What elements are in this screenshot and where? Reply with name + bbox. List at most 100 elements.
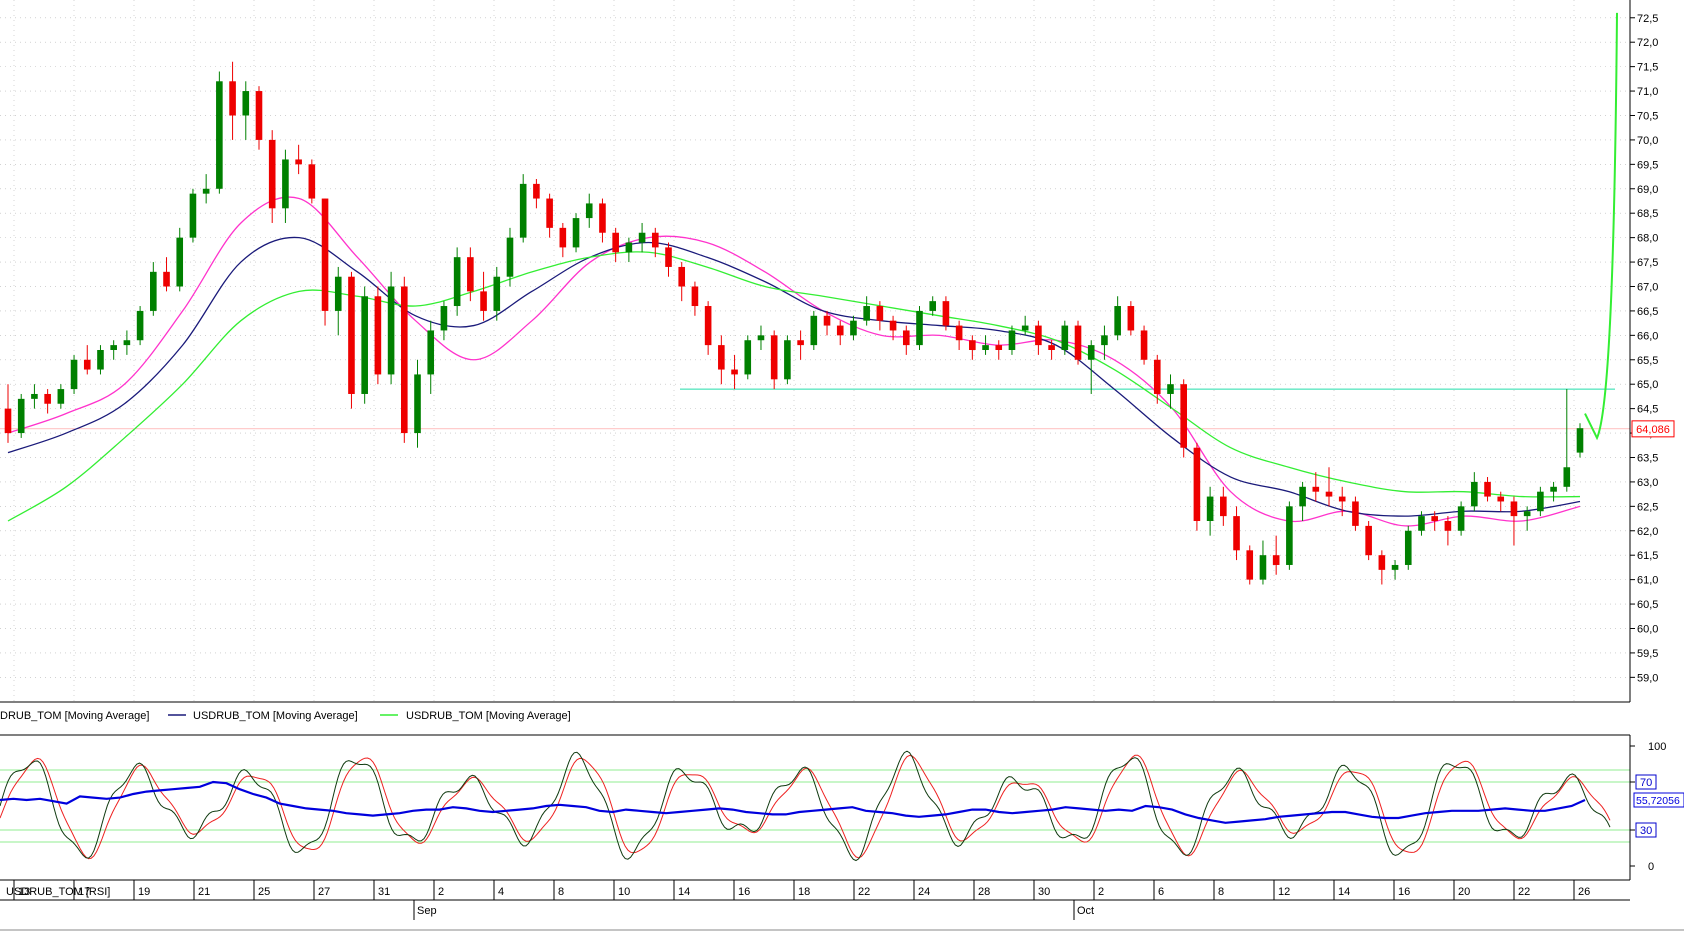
rsi-line [0,780,1586,824]
price-tick-label: 61,0 [1637,575,1658,587]
date-tick-label: 6 [1158,886,1164,898]
date-tick-label: 18 [798,886,810,898]
candle [1431,511,1438,531]
date-tick-label: 4 [498,886,504,898]
date-tick-label: 30 [1038,886,1050,898]
candle [585,193,593,228]
candle [1471,472,1478,512]
candle-body [1457,506,1465,531]
candle-body [1206,496,1214,521]
candle-body [916,310,923,346]
candle-body [889,320,897,331]
price-tick-label: 62,0 [1637,526,1658,538]
candle-body [1352,501,1359,526]
candle-body [823,315,831,326]
candle-body [268,139,276,209]
last-price-marker: 64,086 [1631,420,1675,438]
candle-body [1484,481,1491,497]
candle [361,286,368,404]
candle [1537,486,1544,517]
indicator-level-box [1635,774,1657,790]
svg-text:55,72056: 55,72056 [1636,795,1680,807]
candle-body [427,330,435,375]
price-tick-label: 66,0 [1637,330,1658,342]
candle [1497,491,1505,512]
candle [150,262,157,316]
candle [1259,540,1267,585]
candle [691,281,699,316]
candle-body [189,193,197,238]
price-tick-label: 68,5 [1637,208,1658,220]
candle-body [902,330,910,346]
candle [1286,501,1293,570]
candle-body [770,335,778,380]
price-tick-label: 64,5 [1637,404,1658,416]
candle-body [1233,516,1240,551]
candle [1444,516,1452,546]
candle [863,296,870,326]
projection-line [1584,12,1618,441]
date-tick-label: 20 [1458,886,1470,898]
candle [1563,389,1571,492]
candle [665,242,672,277]
candle [176,227,184,292]
time-axis: 13 17 19 21 25 27 31 2 4 8 10 14 16 18 22 24 28 30 2 6 8 12 14… [0,880,1684,931]
candle [1180,379,1187,458]
price-panel[interactable]: 72,5 72,0 71,5 71,0 70,5 70,0 69,5 69,0 68,5 68,0… [0,0,1675,703]
indicator-panel[interactable]: 100 70 30 0 55,72056 USDRUB_TOM [RSI] [0,734,1684,898]
candle [612,227,619,263]
candle-body [17,398,25,434]
ma-legend: DRUB_TOM [Moving Average] USDRUB_TOM [Mo… [0,710,571,722]
price-tick-label: 68,0 [1637,233,1658,245]
stochastic-k-line [0,750,1611,862]
candle [334,266,342,336]
date-tick-label: 13 [18,886,30,898]
candle-body [982,345,989,350]
svg-text:64,086: 64,086 [1636,424,1670,436]
candle-body [1312,486,1320,492]
candle-body [506,237,514,277]
candlestick-series [4,61,1584,585]
candle [1101,325,1108,360]
date-tick-label: 16 [1398,886,1410,898]
candle [625,237,633,263]
candle-body [1404,530,1412,565]
price-tick-label: 72,0 [1637,37,1658,49]
date-tick-label: 19 [138,886,150,898]
candle-body [1272,555,1280,565]
candle [1048,340,1055,360]
candle [453,247,461,316]
legend-ma2-label: USDRUB_TOM [Moving Average] [193,710,358,722]
candle-body [1537,491,1544,512]
candle [493,266,501,321]
rsi-value-marker: 55,72056 [1633,792,1684,808]
candle [1325,467,1333,507]
candle-body [440,306,448,331]
candle-body [1035,325,1042,346]
candle [387,271,395,385]
candle-body [1008,330,1016,350]
candle-body [348,276,355,394]
candle-body [1563,467,1571,487]
price-tick-label: 59,0 [1637,672,1658,684]
date-tick-label: 31 [378,886,390,898]
candle-body [480,291,487,311]
candle [889,315,897,341]
candle-body [546,198,553,228]
candle-body [678,266,686,287]
candle-body [1087,345,1095,360]
candle-body [1074,325,1082,360]
candle-body [1444,521,1452,531]
candle-body [1471,481,1478,507]
candle-body [638,232,646,243]
candle-body [1550,486,1557,492]
candle [1312,472,1320,502]
price-tick-label: 65,5 [1637,355,1658,367]
price-tick-label: 72,5 [1637,13,1658,25]
candle [1299,481,1306,521]
month-label: Sep [417,905,437,917]
candle [704,301,712,355]
candle-body [519,183,527,238]
candle-body [612,232,619,253]
